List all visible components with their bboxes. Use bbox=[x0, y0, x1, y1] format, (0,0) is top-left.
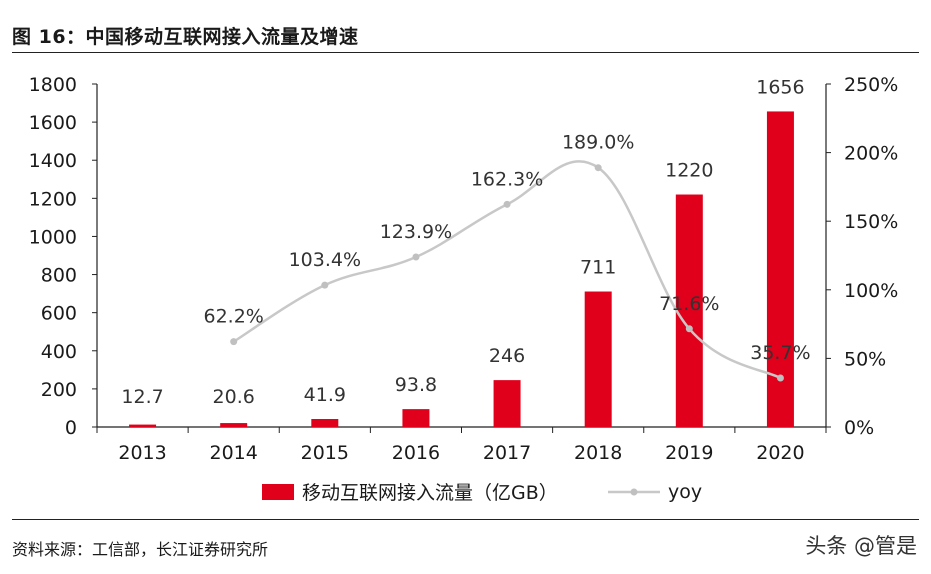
yoy-data-label: 162.3% bbox=[471, 168, 543, 190]
chart-axes: 0 200 400 600 800 1000 1200 1400 1600 1800 0% 50% 10… bbox=[29, 74, 899, 464]
watermark: 头条 @管是 bbox=[805, 534, 917, 558]
left-tick-label: 400 bbox=[41, 341, 77, 363]
data-labels: 12.7 20.6 41.9 93.8 246 711 1220 1656 62.2% 103.4… bbox=[121, 76, 810, 408]
x-tick-label: 2019 bbox=[665, 442, 713, 464]
x-tick-label: 2014 bbox=[210, 442, 258, 464]
yoy-data-label: 71.6% bbox=[659, 293, 719, 315]
bar-data-label: 246 bbox=[489, 345, 525, 367]
chart: 0 200 400 600 800 1000 1200 1400 1600 1800 0% 50% 10… bbox=[29, 74, 899, 504]
right-tick-label: 250% bbox=[844, 74, 898, 96]
x-tick-label: 2020 bbox=[756, 442, 804, 464]
x-tick-label: 2018 bbox=[574, 442, 622, 464]
source-note: 资料来源：工信部，长江证券研究所 bbox=[12, 540, 269, 559]
legend: 移动互联网接入流量（亿GB） yoy bbox=[262, 481, 702, 504]
legend-swatch-bar bbox=[262, 484, 294, 500]
line-series bbox=[230, 160, 784, 382]
bar bbox=[493, 380, 521, 427]
bar-data-label: 93.8 bbox=[395, 374, 437, 396]
x-tick-label: 2015 bbox=[301, 442, 349, 464]
top-rule bbox=[12, 52, 919, 53]
figure-caption: 图 16：中国移动互联网接入流量及增速 bbox=[12, 26, 359, 48]
legend-label-line: yoy bbox=[668, 481, 702, 503]
yoy-point bbox=[321, 281, 329, 289]
left-tick-label: 800 bbox=[41, 265, 77, 287]
right-tick-label: 200% bbox=[844, 143, 898, 165]
bar-data-label: 20.6 bbox=[213, 386, 255, 408]
bar-data-label: 711 bbox=[580, 257, 616, 279]
bar bbox=[584, 291, 612, 427]
left-tick-label: 1000 bbox=[29, 226, 77, 248]
yoy-data-label: 189.0% bbox=[562, 132, 634, 154]
bar-series bbox=[129, 111, 794, 427]
left-tick-label: 1400 bbox=[29, 150, 77, 172]
yoy-point bbox=[503, 200, 511, 208]
yoy-point bbox=[594, 164, 602, 172]
yoy-data-label: 123.9% bbox=[380, 221, 452, 243]
x-tick-label: 2013 bbox=[118, 442, 166, 464]
yoy-point bbox=[685, 325, 693, 333]
right-tick-label: 50% bbox=[844, 348, 886, 370]
left-tick-label: 0 bbox=[65, 417, 77, 439]
yoy-point bbox=[776, 374, 784, 382]
yoy-data-label: 35.7% bbox=[750, 342, 810, 364]
legend-label-bar: 移动互联网接入流量（亿GB） bbox=[302, 482, 558, 504]
bar bbox=[402, 409, 430, 427]
bar-data-label: 1220 bbox=[665, 160, 713, 182]
x-tick-label: 2016 bbox=[392, 442, 440, 464]
bar-data-label: 12.7 bbox=[121, 386, 163, 408]
bar bbox=[220, 423, 248, 427]
right-tick-label: 150% bbox=[844, 211, 898, 233]
bar bbox=[129, 424, 157, 427]
left-tick-label: 1800 bbox=[29, 74, 77, 96]
legend-swatch-marker bbox=[630, 488, 638, 496]
yoy-point bbox=[412, 253, 420, 261]
bar-data-label: 41.9 bbox=[304, 384, 346, 406]
left-tick-label: 200 bbox=[41, 379, 77, 401]
x-tick-label: 2017 bbox=[483, 442, 531, 464]
bottom-rule bbox=[12, 519, 919, 520]
yoy-point bbox=[230, 338, 238, 346]
bar bbox=[675, 194, 703, 427]
left-tick-label: 1600 bbox=[29, 112, 77, 134]
right-tick-label: 0% bbox=[844, 417, 874, 439]
right-tick-label: 100% bbox=[844, 280, 898, 302]
left-tick-label: 600 bbox=[41, 303, 77, 325]
yoy-data-label: 103.4% bbox=[289, 249, 361, 271]
left-tick-label: 1200 bbox=[29, 188, 77, 210]
yoy-data-label: 62.2% bbox=[204, 306, 264, 328]
bar bbox=[311, 419, 339, 427]
bar-data-label: 1656 bbox=[756, 76, 804, 98]
